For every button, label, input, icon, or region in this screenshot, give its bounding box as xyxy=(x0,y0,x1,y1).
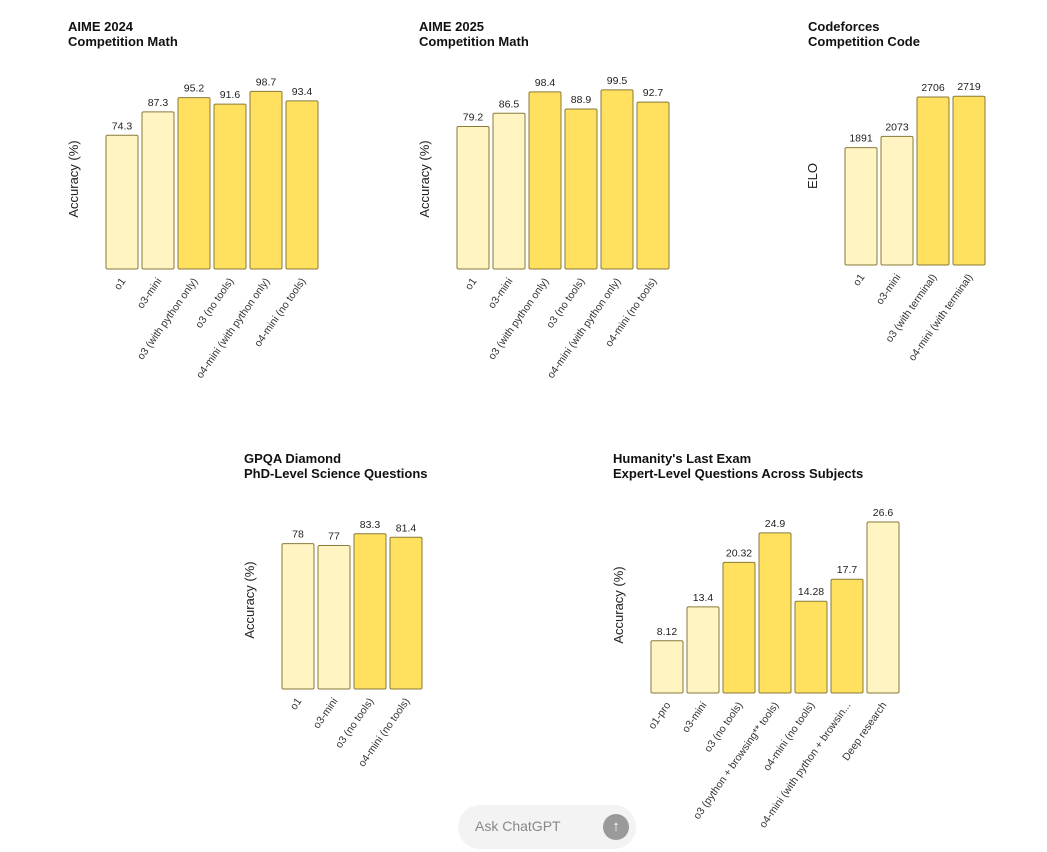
chart-title-sub: Competition Math xyxy=(68,34,178,49)
chart-title-sub: Competition Math xyxy=(419,34,529,49)
bar xyxy=(880,135,914,266)
y-axis-label: ELO xyxy=(805,163,820,189)
data-label: 26.6 xyxy=(873,507,894,519)
data-label: 86.5 xyxy=(499,98,520,110)
bar xyxy=(916,96,950,266)
bar xyxy=(456,125,490,270)
data-label: 88.9 xyxy=(571,94,592,106)
bar xyxy=(866,521,900,694)
data-label: 2719 xyxy=(957,81,981,93)
bar xyxy=(177,97,211,270)
data-label: 78 xyxy=(292,529,304,541)
bar xyxy=(281,543,315,690)
bar xyxy=(105,134,139,270)
data-label: 98.4 xyxy=(535,77,556,89)
chart-title-sub: PhD-Level Science Questions xyxy=(244,466,428,481)
y-axis-label: Accuracy (%) xyxy=(242,561,257,638)
data-label: 99.5 xyxy=(607,75,628,87)
data-label: 95.2 xyxy=(184,83,205,95)
data-label: 8.12 xyxy=(657,626,678,638)
y-axis-label: Accuracy (%) xyxy=(66,140,81,217)
data-label: 1891 xyxy=(849,133,873,145)
data-label: 2073 xyxy=(885,121,909,133)
chart-title-main: AIME 2024 xyxy=(68,19,134,34)
chart-title: AIME 2025 Competition Math xyxy=(419,19,529,49)
bar xyxy=(600,89,634,270)
bar xyxy=(636,101,670,270)
chart-title-sub: Competition Code xyxy=(808,34,920,49)
bar xyxy=(389,536,423,690)
chart-title: Humanity's Last Exam Expert-Level Questi… xyxy=(613,451,863,481)
data-label: 24.9 xyxy=(765,518,786,530)
bar xyxy=(353,533,387,690)
bar xyxy=(758,532,792,694)
bar xyxy=(830,578,864,694)
chart-title-main: Humanity's Last Exam xyxy=(613,451,752,466)
data-label: 13.4 xyxy=(693,592,714,604)
composer-placeholder[interactable]: Ask ChatGPT xyxy=(475,818,561,834)
chart-title-main: Codeforces xyxy=(808,19,880,34)
data-label: 92.7 xyxy=(643,87,664,99)
data-label: 77 xyxy=(328,531,340,543)
bar xyxy=(492,112,526,270)
bar xyxy=(528,91,562,270)
bar xyxy=(564,108,598,270)
data-label: 98.7 xyxy=(256,76,277,88)
x-tick-label: o3-mini xyxy=(680,700,710,735)
bar xyxy=(249,90,283,270)
chart-title: Codeforces Competition Code xyxy=(808,19,920,49)
x-tick-label: o1-pro xyxy=(646,700,673,732)
data-label: 93.4 xyxy=(292,86,313,98)
bar xyxy=(722,561,756,694)
data-label: 81.4 xyxy=(396,522,417,534)
bar xyxy=(285,100,319,270)
data-label: 74.3 xyxy=(112,120,133,132)
data-label: 79.2 xyxy=(463,111,484,123)
data-label: 17.7 xyxy=(837,564,858,576)
data-label: 14.28 xyxy=(798,586,824,598)
y-axis-label: Accuracy (%) xyxy=(611,566,626,643)
data-label: 91.6 xyxy=(220,89,241,101)
bar xyxy=(650,640,684,694)
chart-title-main: AIME 2025 xyxy=(419,19,485,34)
bar xyxy=(794,600,828,694)
bar xyxy=(952,95,986,266)
bar xyxy=(317,545,351,690)
chart-title-main: GPQA Diamond xyxy=(244,451,342,466)
data-label: 2706 xyxy=(921,82,945,94)
data-label: 20.32 xyxy=(726,547,752,559)
bar xyxy=(213,103,247,270)
chart-title-sub: Expert-Level Questions Across Subjects xyxy=(613,466,864,481)
y-axis-label: Accuracy (%) xyxy=(417,140,432,217)
bar xyxy=(141,111,175,270)
bar xyxy=(686,606,720,694)
bar xyxy=(844,147,878,266)
chart-title: AIME 2024 Competition Math xyxy=(68,19,178,49)
chart-title: GPQA Diamond PhD-Level Science Questions xyxy=(244,451,428,481)
data-label: 83.3 xyxy=(360,519,381,531)
ask-chatgpt-composer[interactable]: Ask ChatGPT ↑ xyxy=(458,805,636,849)
arrow-up-icon[interactable]: ↑ xyxy=(603,814,629,840)
data-label: 87.3 xyxy=(148,97,169,109)
